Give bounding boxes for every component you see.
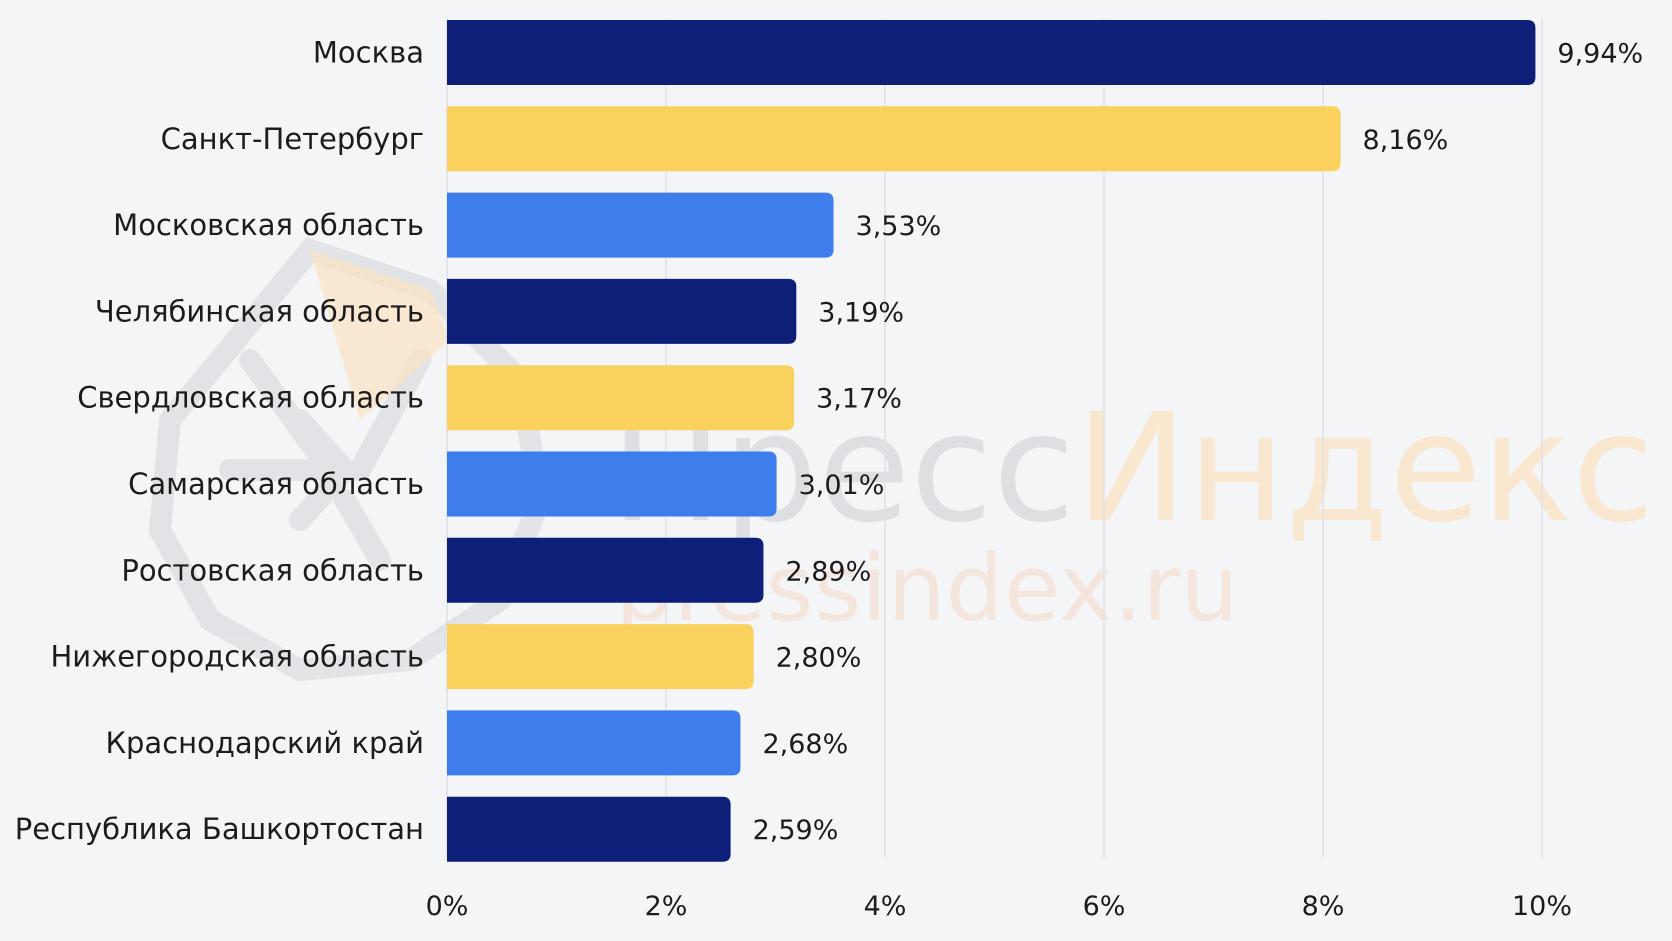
category-label: Нижегородская область: [50, 640, 424, 674]
bar: [447, 710, 741, 776]
value-label: 2,68%: [762, 729, 848, 760]
value-label: 3,01%: [799, 470, 885, 501]
category-label: Республика Башкортостан: [15, 812, 424, 846]
x-tick-label: 8%: [1302, 891, 1345, 922]
bars: [447, 20, 1536, 862]
x-tick-label: 4%: [864, 891, 907, 922]
watermark-brand: ПрессИндекс: [610, 382, 1655, 556]
bar: [447, 192, 834, 258]
value-label: 2,59%: [753, 815, 839, 846]
value-label: 3,53%: [856, 211, 942, 242]
category-label: Краснодарский край: [105, 726, 424, 760]
bar: [447, 796, 731, 862]
pressindex-logo-icon: [148, 237, 552, 682]
category-label: Московская область: [113, 208, 424, 242]
value-label: 2,80%: [776, 643, 862, 674]
category-label: Ростовская область: [121, 553, 424, 587]
bar: [447, 451, 777, 517]
x-tick-label: 2%: [645, 891, 688, 922]
category-label: Самарская область: [128, 467, 424, 501]
category-labels: Москва Санкт-Петербург Московская область Ч…: [15, 36, 424, 847]
x-tick-label: 0%: [426, 891, 469, 922]
category-label: Челябинская область: [95, 294, 424, 328]
value-label: 8,16%: [1363, 125, 1449, 156]
value-label: 2,89%: [785, 556, 871, 587]
category-label: Свердловская область: [77, 381, 424, 415]
bar: [447, 537, 764, 603]
watermark-brand-part2: Индекс: [1075, 382, 1654, 556]
x-tick-label: 6%: [1083, 891, 1126, 922]
value-label: 3,17%: [816, 384, 902, 415]
pressindex-logo-accent-icon: [310, 250, 450, 420]
bar: [447, 624, 754, 690]
x-axis-ticks: 0% 2% 4% 6% 8% 10%: [426, 891, 1572, 922]
value-label: 3,19%: [818, 297, 904, 328]
category-label: Санкт-Петербург: [161, 122, 424, 156]
value-labels: 9,94% 8,16% 3,53% 3,19% 3,17% 3,01% 2,89% 2,80%…: [753, 39, 1644, 847]
bar: [447, 106, 1341, 172]
category-label: Москва: [313, 36, 424, 70]
bar: [447, 278, 797, 344]
bar: [447, 365, 795, 431]
value-label: 9,94%: [1557, 39, 1643, 70]
bar: [447, 20, 1536, 85]
x-tick-label: 10%: [1512, 891, 1572, 922]
